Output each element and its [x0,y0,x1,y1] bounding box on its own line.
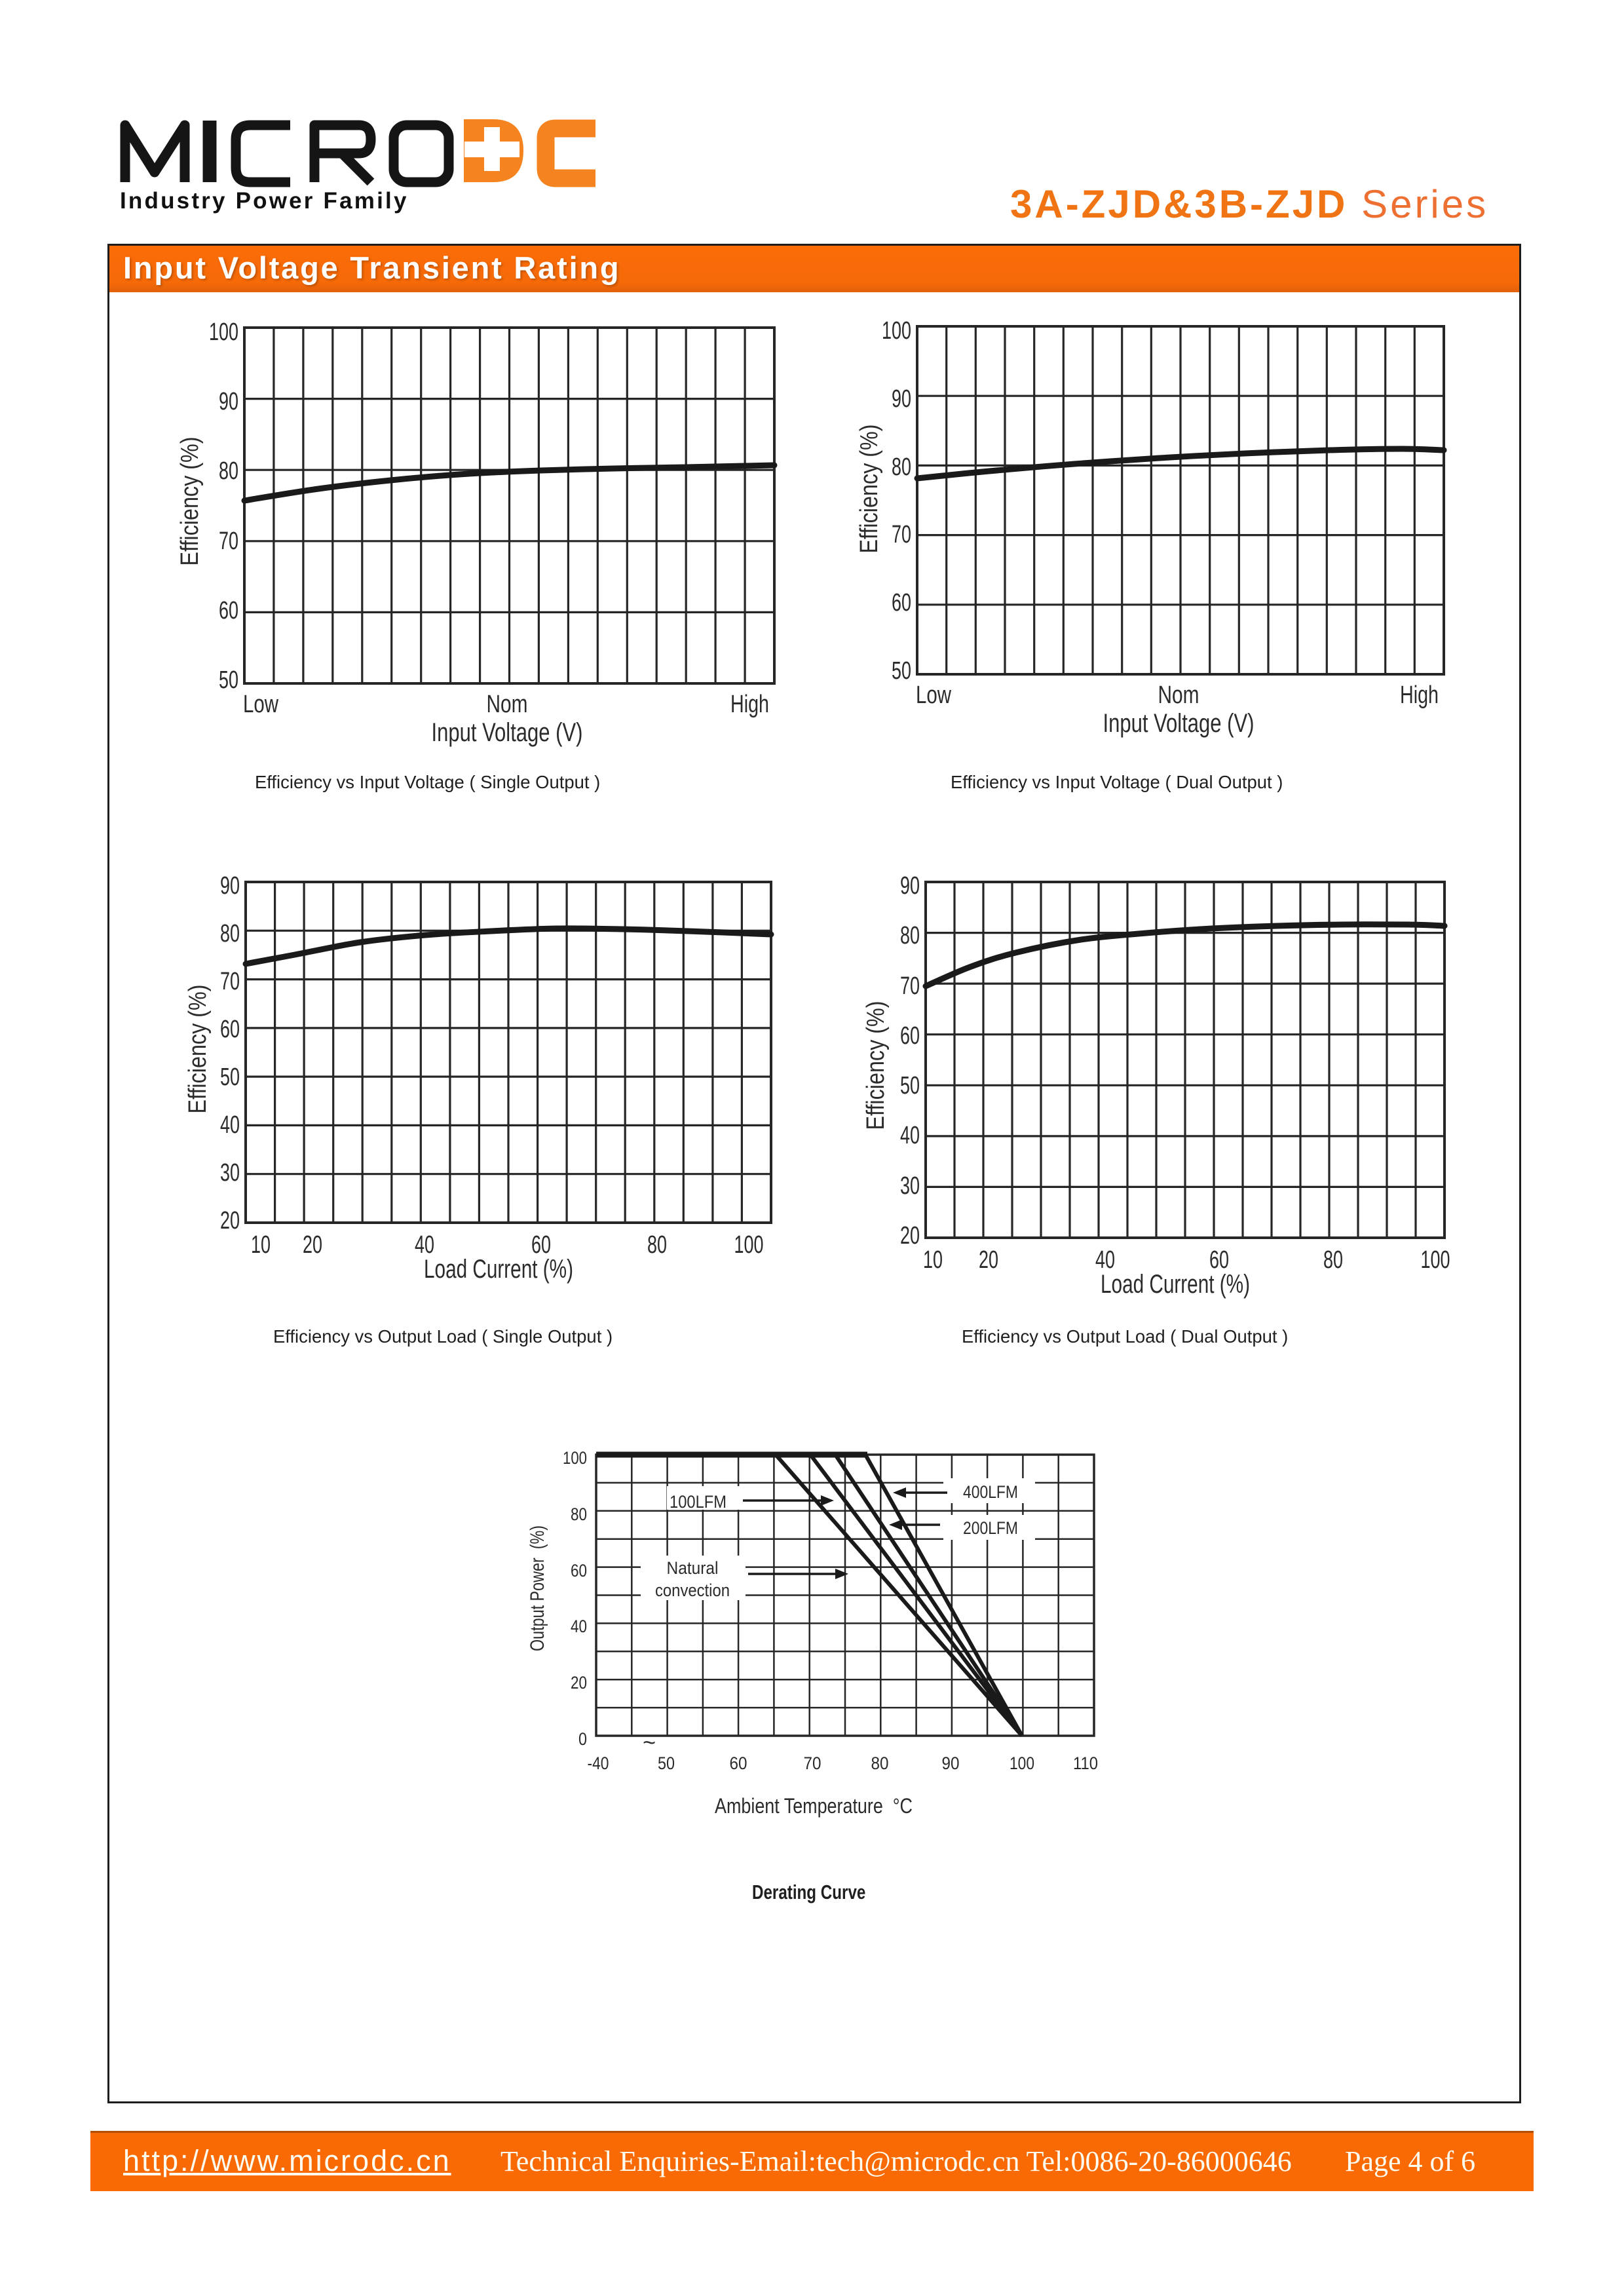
svg-text:40: 40 [571,1617,587,1636]
svg-text:70: 70 [900,972,920,1000]
svg-text:Input Voltage (V): Input Voltage (V) [1103,709,1255,738]
svg-text:convection: convection [655,1580,730,1600]
svg-text:80: 80 [871,1753,889,1773]
svg-text:Efficiency (%): Efficiency (%) [862,1001,890,1130]
svg-text:Low: Low [243,691,278,718]
svg-text:60: 60 [892,589,911,617]
svg-text:90: 90 [219,388,238,415]
svg-text:Ambient Temperature °C: Ambient Temperature °C [715,1794,913,1818]
svg-text:20: 20 [979,1246,998,1274]
svg-text:Natural: Natural [667,1558,719,1578]
svg-text:40: 40 [220,1111,240,1139]
svg-text:80: 80 [571,1504,587,1524]
svg-text:20: 20 [571,1673,587,1693]
svg-text:90: 90 [900,872,920,900]
svg-text:Low: Low [916,681,951,709]
svg-text:100: 100 [1010,1753,1034,1773]
svg-text:100LFM: 100LFM [670,1492,727,1512]
svg-text:~: ~ [643,1731,656,1755]
svg-text:80: 80 [892,453,911,481]
svg-text:20: 20 [220,1207,240,1234]
svg-text:30: 30 [900,1172,920,1200]
svg-text:80: 80 [647,1231,667,1259]
svg-text:50: 50 [892,657,911,685]
svg-text:70: 70 [892,521,911,548]
svg-text:90: 90 [220,872,240,900]
svg-text:Efficiency (%): Efficiency (%) [176,437,204,566]
svg-text:30: 30 [220,1159,240,1187]
svg-text:40: 40 [900,1122,920,1149]
svg-text:0: 0 [578,1729,587,1749]
svg-text:80: 80 [1323,1246,1343,1274]
svg-text:Nom: Nom [487,691,528,718]
svg-text:50: 50 [220,1063,240,1091]
svg-text:90: 90 [892,385,911,413]
svg-text:Nom: Nom [1158,681,1199,709]
svg-text:60: 60 [1209,1246,1229,1274]
svg-text:40: 40 [1095,1246,1115,1274]
svg-text:110: 110 [1073,1753,1098,1773]
svg-text:Load Current (%): Load Current (%) [424,1255,573,1284]
svg-text:10: 10 [923,1246,943,1274]
svg-text:100: 100 [882,317,911,345]
svg-text:20: 20 [900,1222,920,1250]
svg-text:50: 50 [219,666,238,694]
svg-text:20: 20 [303,1231,322,1259]
svg-text:70: 70 [220,968,240,995]
svg-text:70: 70 [219,527,238,555]
svg-text:80: 80 [219,457,238,485]
svg-text:Input Voltage (V): Input Voltage (V) [432,718,583,747]
svg-text:80: 80 [900,922,920,949]
svg-text:90: 90 [942,1753,960,1773]
svg-text:60: 60 [571,1561,587,1580]
svg-text:200LFM: 200LFM [963,1518,1018,1538]
svg-text:60: 60 [730,1753,747,1773]
svg-text:50: 50 [658,1753,675,1773]
svg-text:Output Power (%): Output Power (%) [527,1525,548,1651]
svg-text:Efficiency (%): Efficiency (%) [184,985,212,1114]
svg-text:400LFM: 400LFM [963,1482,1018,1502]
svg-text:60: 60 [220,1016,240,1043]
svg-text:70: 70 [804,1753,821,1773]
svg-text:10: 10 [251,1231,271,1259]
svg-text:60: 60 [900,1022,920,1050]
svg-text:100: 100 [1421,1246,1450,1274]
svg-text:High: High [1400,681,1439,709]
svg-text:60: 60 [531,1231,551,1259]
svg-text:80: 80 [220,920,240,947]
svg-text:High: High [730,691,769,718]
svg-text:100: 100 [734,1231,764,1259]
svg-text:100: 100 [209,318,238,346]
svg-text:40: 40 [415,1231,434,1259]
svg-text:Load Current (%): Load Current (%) [1101,1270,1250,1299]
svg-text:-40: -40 [588,1753,609,1773]
svg-text:50: 50 [900,1072,920,1100]
svg-text:Efficiency (%): Efficiency (%) [856,425,883,554]
svg-text:60: 60 [219,597,238,624]
svg-text:100: 100 [563,1448,587,1468]
